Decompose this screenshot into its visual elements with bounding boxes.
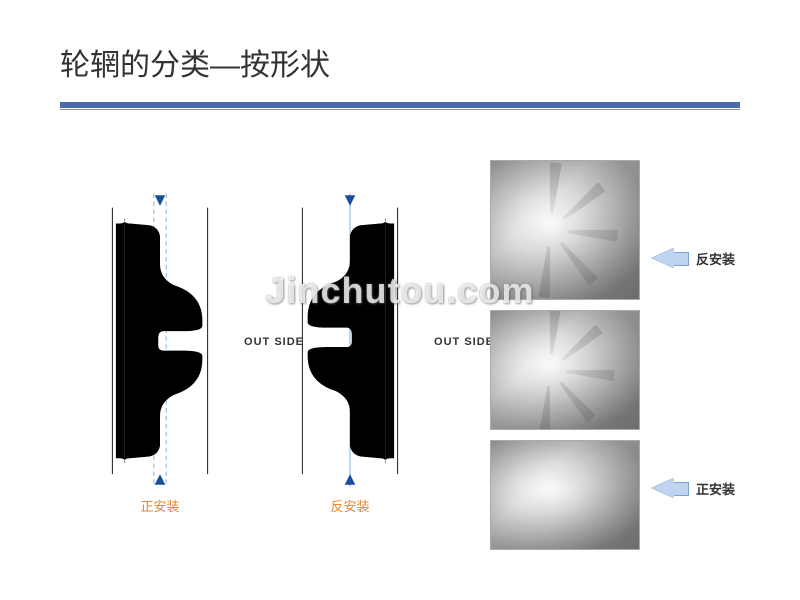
diagram-positive-install: OUT SIDE 正安装	[80, 190, 240, 490]
callout-reverse-install: 反安装	[652, 248, 735, 268]
title-underline-thin	[60, 109, 740, 110]
slide: 轮辋的分类—按形状 OUT SIDE 正安装	[0, 0, 800, 600]
profile-svg-right	[270, 190, 430, 490]
wheel-photo-bottom	[490, 440, 640, 550]
wheel-photo-middle	[490, 310, 640, 430]
callout-text-bottom: 正安装	[696, 479, 735, 498]
wheel-photo-top	[490, 160, 640, 300]
outside-label-right: OUT SIDE	[434, 336, 494, 348]
page-title: 轮辋的分类—按形状	[60, 40, 740, 84]
diagram-label-left: 正安装	[80, 496, 240, 515]
content-area: OUT SIDE 正安装 OUT SIDE 反安装 反安装	[60, 140, 740, 580]
title-underline-thick	[60, 102, 740, 108]
callout-positive-install: 正安装	[652, 478, 735, 498]
diagram-reverse-install: OUT SIDE 反安装	[270, 190, 430, 490]
arrow-left-icon	[652, 248, 674, 268]
callout-text-top: 反安装	[696, 249, 735, 268]
profile-svg-left	[80, 190, 240, 490]
arrow-left-icon	[652, 478, 674, 498]
diagram-label-right: 反安装	[270, 496, 430, 515]
